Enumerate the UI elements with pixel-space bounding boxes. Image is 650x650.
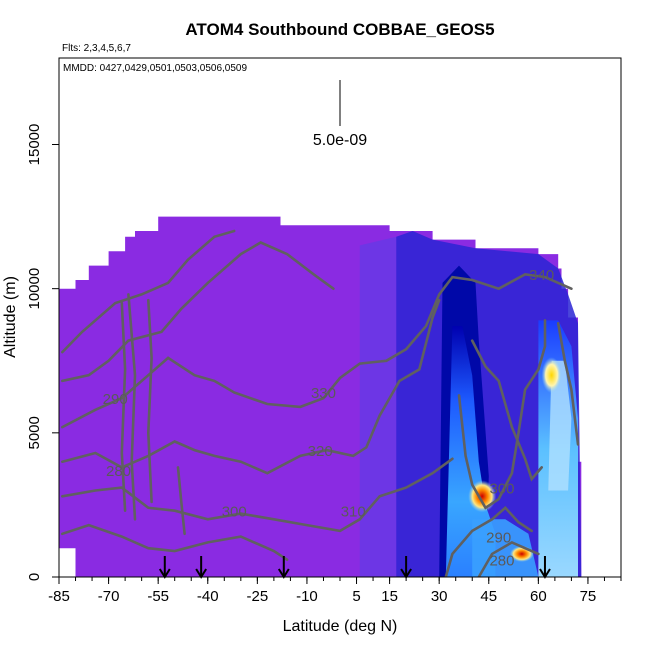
- contour-label: 290: [103, 391, 128, 408]
- contour-line: [444, 505, 533, 577]
- contour-line: [61, 298, 441, 475]
- x-tick-label: -55: [147, 588, 169, 605]
- plume-high-latitude-core: [548, 360, 572, 491]
- contour-line: [176, 466, 186, 536]
- contour-line: [61, 241, 335, 383]
- scale-label: 5.0e-09: [313, 132, 367, 149]
- transition-band: [359, 236, 397, 577]
- contour-line: [127, 293, 137, 521]
- x-axis: -85 -70 -55 -40 -25 -10 5 15 30 45 60 75: [48, 577, 622, 605]
- contour-label: 280: [489, 552, 514, 569]
- contour-line: [61, 457, 454, 533]
- contour-lines: [61, 229, 580, 577]
- contour-label: 320: [308, 443, 333, 460]
- contour-labels: 290 280 300 310 320 330 340 300 290 280: [103, 267, 554, 569]
- y-tick-label: 15000: [26, 124, 43, 166]
- x-tick-label: 15: [381, 588, 398, 605]
- contour-line: [61, 229, 236, 354]
- x-tick-label: 30: [431, 588, 448, 605]
- contour-line: [457, 319, 547, 510]
- chart-title: ATOM4 Southbound COBBAE_GEOS5: [185, 20, 494, 39]
- contour-line: [61, 523, 289, 561]
- contour-label: 330: [311, 385, 336, 402]
- y-tick-label: 10000: [26, 268, 43, 310]
- contour-line: [477, 540, 540, 577]
- y-axis: 0 5000 10000 15000: [26, 124, 59, 581]
- contour-line: [556, 322, 580, 446]
- x-tick-label: -25: [247, 588, 269, 605]
- contour-line: [120, 301, 127, 512]
- contour-label: 300: [222, 503, 247, 520]
- heatmap-field: [59, 216, 582, 577]
- plume-mid-latitude: [445, 326, 496, 577]
- x-tick-label: -85: [48, 588, 70, 605]
- contour-label: 310: [341, 503, 366, 520]
- contour-label: 290: [486, 529, 511, 546]
- x-tick-label: -40: [197, 588, 219, 605]
- contour-line: [470, 339, 543, 482]
- y-axis-label: Altitude (m): [2, 276, 19, 358]
- plume-base: [472, 519, 539, 577]
- hotspot-upper: [541, 357, 562, 394]
- flights-subtitle: Flts: 2,3,4,5,6,7: [62, 43, 131, 54]
- y-tick-label: 0: [26, 573, 43, 581]
- contour-line: [146, 298, 153, 504]
- x-tick-label: 60: [530, 588, 547, 605]
- x-tick-label: -70: [98, 588, 120, 605]
- contour-label: 280: [106, 463, 131, 480]
- contour-label: 340: [529, 267, 554, 284]
- contour-line: [61, 272, 573, 429]
- x-axis-label: Latitude (deg N): [283, 618, 398, 635]
- x-tick-label: 75: [580, 588, 597, 605]
- x-tick-label: 5: [352, 588, 360, 605]
- x-tick-label: 45: [480, 588, 497, 605]
- dates-subtitle: MMDD: 0427,0429,0501,0503,0506,0509: [63, 63, 247, 74]
- y-tick-label: 5000: [26, 416, 43, 449]
- x-tick-label: -10: [296, 588, 318, 605]
- contour-label: 300: [489, 480, 514, 497]
